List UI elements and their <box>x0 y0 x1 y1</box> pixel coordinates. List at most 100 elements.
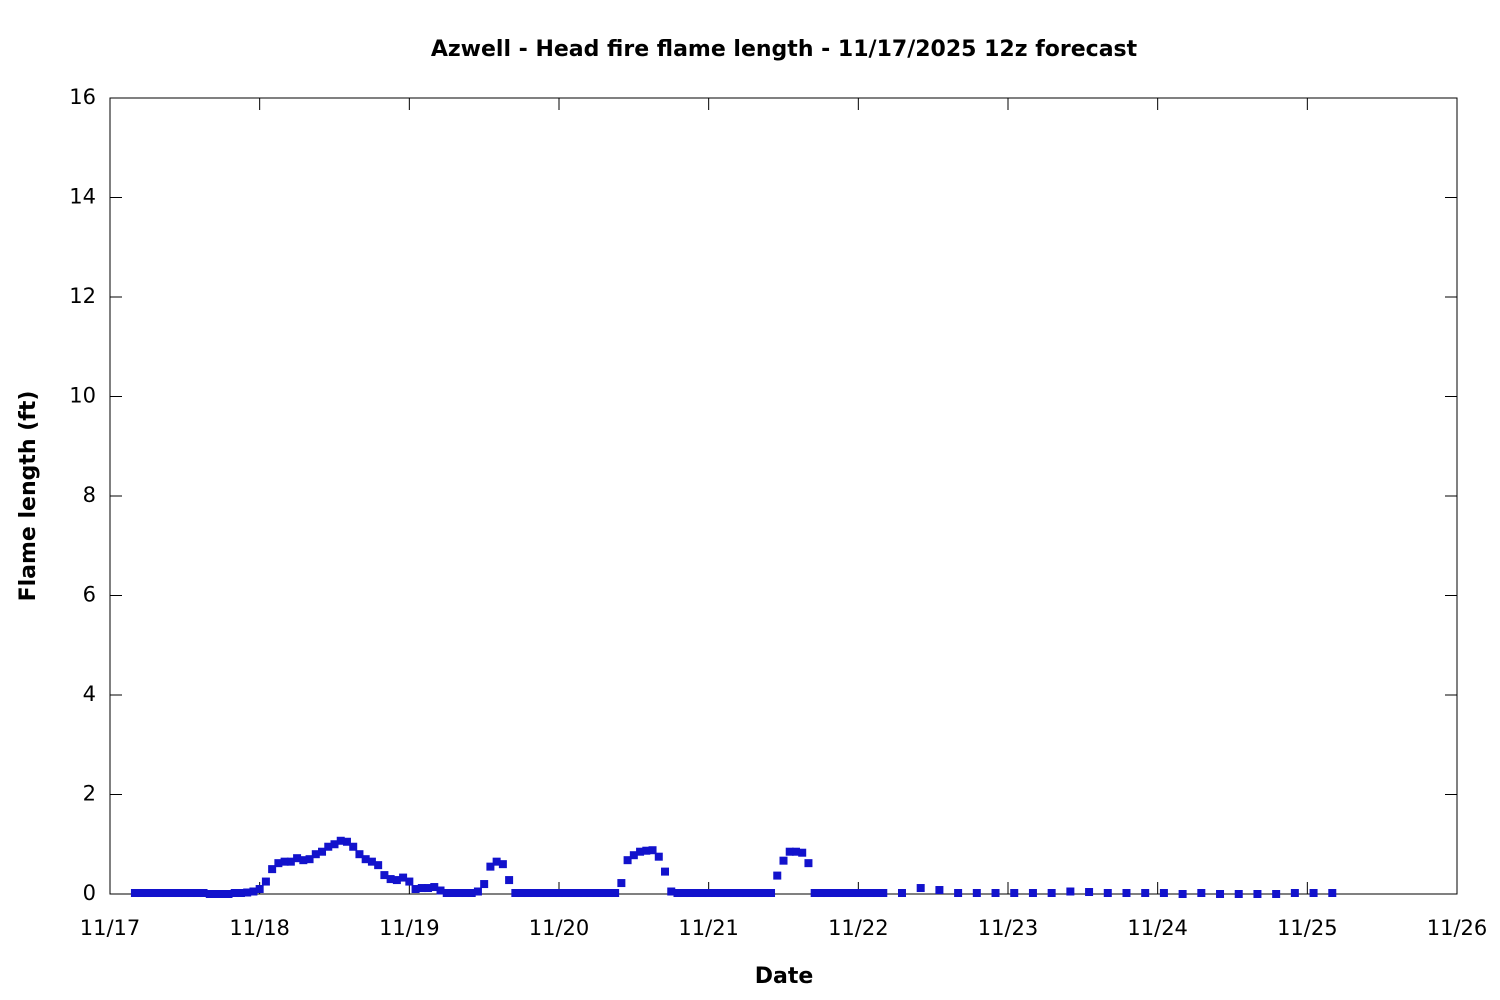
data-point <box>991 889 1000 898</box>
data-point <box>897 889 906 898</box>
data-point <box>530 889 539 898</box>
data-point <box>486 862 495 871</box>
data-point <box>411 885 420 894</box>
data-point <box>1103 889 1112 898</box>
data-point <box>710 889 719 898</box>
data-point <box>293 854 302 863</box>
data-point <box>1290 889 1299 898</box>
data-point <box>779 856 788 865</box>
data-point <box>492 857 501 866</box>
data-point <box>592 889 601 898</box>
x-tick-label: 11/20 <box>529 916 590 940</box>
data-point <box>187 889 196 898</box>
data-point <box>561 889 570 898</box>
data-point <box>243 888 252 897</box>
data-point <box>798 848 807 857</box>
data-point <box>523 889 532 898</box>
data-point <box>723 889 732 898</box>
data-point <box>542 889 551 898</box>
data-point <box>205 890 214 898</box>
data-point <box>717 889 726 898</box>
data-point <box>498 860 507 869</box>
data-point <box>1328 889 1337 898</box>
data-point <box>480 880 489 889</box>
x-tick-label: 11/18 <box>229 916 290 940</box>
data-point <box>673 889 682 898</box>
data-point <box>342 837 351 846</box>
data-point <box>648 846 657 855</box>
data-point <box>629 851 638 860</box>
data-point <box>916 884 925 893</box>
data-point <box>361 855 370 864</box>
data-point <box>162 889 171 898</box>
data-point <box>424 884 433 893</box>
data-point <box>442 889 451 898</box>
data-point <box>636 847 645 856</box>
data-point <box>399 873 408 882</box>
data-point <box>791 847 800 856</box>
data-point <box>667 887 676 896</box>
data-point <box>642 846 651 855</box>
y-tick-label: 12 <box>69 284 96 308</box>
data-point <box>829 889 838 898</box>
data-point <box>255 885 264 894</box>
data-point <box>311 850 320 859</box>
data-point <box>879 889 888 898</box>
data-point <box>193 889 202 898</box>
data-point <box>1085 888 1094 897</box>
data-point <box>505 876 514 885</box>
data-point <box>748 889 757 898</box>
data-point <box>548 889 557 898</box>
data-point <box>473 887 482 896</box>
data-point <box>430 883 439 892</box>
data-point <box>1141 889 1150 898</box>
data-point <box>735 889 744 898</box>
data-point <box>1253 890 1262 898</box>
data-point <box>336 836 345 845</box>
data-point <box>729 889 738 898</box>
data-point <box>567 889 576 898</box>
data-point <box>536 889 545 898</box>
data-point <box>318 847 327 856</box>
data-point <box>212 890 221 898</box>
data-point <box>455 889 464 898</box>
data-point <box>685 889 694 898</box>
data-point <box>754 889 763 898</box>
y-tick-label: 0 <box>83 881 96 905</box>
data-point <box>511 889 520 898</box>
data-point <box>617 879 626 888</box>
data-point <box>143 889 152 898</box>
x-tick-label: 11/21 <box>678 916 739 940</box>
data-point <box>367 857 376 866</box>
data-point <box>823 889 832 898</box>
data-point <box>1234 890 1243 898</box>
data-point <box>349 842 358 851</box>
x-tick-label: 11/25 <box>1277 916 1338 940</box>
data-point <box>224 890 233 898</box>
data-point <box>785 847 794 856</box>
y-tick-label: 8 <box>83 483 96 507</box>
data-point <box>180 889 189 898</box>
data-point <box>286 857 295 866</box>
chart-title: Azwell - Head fire flame length - 11/17/… <box>431 37 1138 62</box>
data-point <box>679 889 688 898</box>
data-point <box>760 889 769 898</box>
data-point <box>386 875 395 884</box>
data-point <box>767 889 776 898</box>
data-point <box>935 886 944 895</box>
data-point <box>972 889 981 898</box>
data-point <box>374 861 383 870</box>
x-tick-label: 11/24 <box>1127 916 1188 940</box>
data-point <box>249 887 258 896</box>
y-tick-label: 4 <box>83 682 96 706</box>
data-point <box>573 889 582 898</box>
data-point <box>1178 890 1187 898</box>
data-point <box>330 840 339 849</box>
data-point <box>611 889 620 898</box>
data-point <box>742 889 751 898</box>
data-point <box>355 850 364 859</box>
data-point <box>1197 889 1206 898</box>
data-point <box>1159 889 1168 898</box>
data-point <box>598 889 607 898</box>
